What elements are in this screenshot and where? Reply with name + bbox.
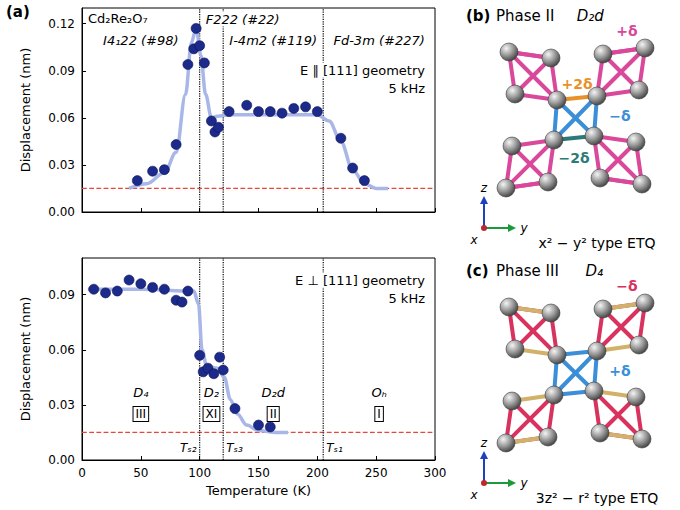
svg-text:y: y — [519, 476, 528, 490]
svg-text:D₂: D₂ — [204, 385, 219, 400]
svg-text:3z² − r² type ETQ: 3z² − r² type ETQ — [536, 490, 658, 506]
svg-text:5 kHz: 5 kHz — [388, 81, 425, 96]
svg-text:150: 150 — [247, 466, 270, 480]
svg-text:0: 0 — [78, 466, 86, 480]
svg-text:Phase III: Phase III — [496, 262, 559, 280]
svg-text:x: x — [469, 233, 478, 247]
svg-text:Oₕ: Oₕ — [371, 385, 386, 400]
svg-text:(b): (b) — [466, 7, 490, 25]
svg-text:x: x — [469, 488, 478, 502]
svg-text:0.12: 0.12 — [48, 17, 75, 31]
svg-text:z: z — [480, 436, 488, 450]
svg-text:Tₛ₂: Tₛ₂ — [180, 441, 197, 455]
svg-text:E ⊥ [111] geometry: E ⊥ [111] geometry — [295, 273, 425, 288]
svg-text:I4₁22 (#98): I4₁22 (#98) — [103, 33, 179, 48]
svg-text:−δ: −δ — [609, 108, 631, 124]
svg-text:0.06: 0.06 — [48, 111, 75, 125]
svg-text:Displacement (nm): Displacement (nm) — [18, 48, 33, 173]
svg-text:−δ: −δ — [616, 278, 638, 294]
svg-text:−2δ: −2δ — [558, 150, 589, 166]
svg-text:+2δ: +2δ — [561, 76, 592, 92]
svg-text:+δ: +δ — [616, 23, 638, 39]
svg-text:50: 50 — [133, 466, 148, 480]
svg-text:100: 100 — [188, 466, 211, 480]
svg-text:0.03: 0.03 — [48, 158, 75, 172]
svg-text:200: 200 — [306, 466, 329, 480]
svg-text:250: 250 — [365, 466, 388, 480]
svg-text:300: 300 — [424, 466, 447, 480]
svg-text:Temperature (K): Temperature (K) — [205, 483, 311, 498]
svg-text:0.09: 0.09 — [48, 64, 75, 78]
svg-text:E ∥ [111] geometry: E ∥ [111] geometry — [300, 63, 425, 78]
svg-text:D₄: D₄ — [585, 262, 603, 280]
svg-text:y: y — [519, 221, 528, 235]
svg-text:Fd-3m (#227): Fd-3m (#227) — [333, 33, 424, 48]
svg-text:5 kHz: 5 kHz — [388, 291, 425, 306]
svg-text:Tₛ₁: Tₛ₁ — [326, 441, 343, 455]
svg-text:0.06: 0.06 — [48, 343, 75, 357]
svg-text:II: II — [270, 407, 277, 421]
svg-text:x² − y² type ETQ: x² − y² type ETQ — [538, 235, 655, 251]
svg-text:(c): (c) — [466, 262, 489, 280]
svg-text:D₂d: D₂d — [577, 7, 605, 25]
svg-text:D₂d: D₂d — [261, 385, 285, 400]
svg-text:Phase II: Phase II — [496, 7, 554, 25]
svg-text:F222 (#22): F222 (#22) — [206, 12, 280, 27]
svg-text:D₄: D₄ — [133, 385, 149, 400]
svg-text:I-4m2 (#119): I-4m2 (#119) — [229, 33, 317, 48]
svg-text:Tₛ₃: Tₛ₃ — [226, 441, 243, 455]
svg-text:0.00: 0.00 — [48, 453, 75, 467]
svg-text:Displacement (nm): Displacement (nm) — [18, 297, 33, 422]
svg-text:0.09: 0.09 — [48, 288, 75, 302]
svg-text:z: z — [480, 181, 488, 195]
svg-text:0.03: 0.03 — [48, 398, 75, 412]
svg-text:XI: XI — [206, 407, 218, 421]
svg-text:(a): (a) — [6, 3, 30, 21]
svg-text:I: I — [377, 407, 381, 421]
svg-text:Cd₂Re₂O₇: Cd₂Re₂O₇ — [88, 11, 148, 26]
svg-text:0.00: 0.00 — [48, 205, 75, 219]
svg-text:III: III — [136, 407, 147, 421]
svg-text:+δ: +δ — [609, 363, 631, 379]
